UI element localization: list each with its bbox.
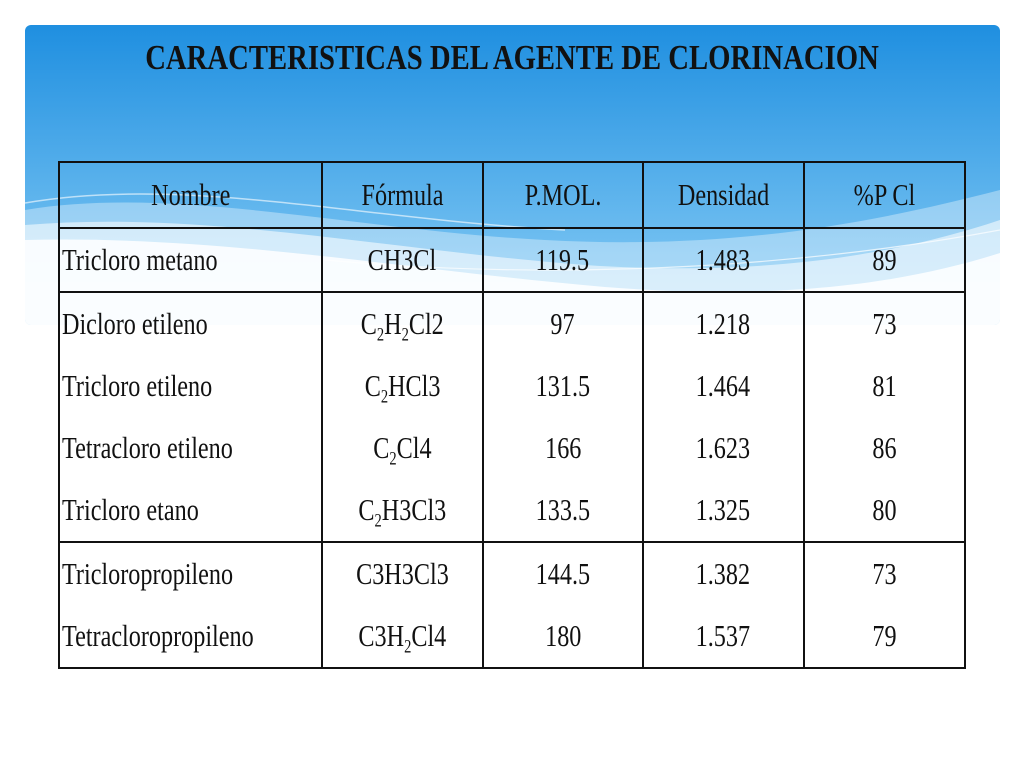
table-row: Tricloro etano C2H3Cl3 133.5 1.325 80 [58, 479, 967, 543]
header-formula: Fórmula [320, 161, 484, 229]
header-pcl: %P Cl [802, 161, 967, 229]
table-row: Dicloro etileno C2H2Cl2 97 1.218 73 [58, 292, 967, 355]
cell-densidad: 1.218 [642, 292, 805, 355]
cell-pmol: 180 [481, 605, 645, 669]
cell-pcl: 73 [802, 542, 967, 605]
page-title: CARACTERISTICAS DEL AGENTE DE CLORINACIO… [145, 38, 879, 77]
formula-segment: C [373, 430, 390, 465]
header-pmol: P.MOL. [481, 161, 645, 229]
cell-formula: C2H2Cl2 [320, 292, 484, 355]
table-row: Tricloro etileno C2HCl3 131.5 1.464 81 [58, 355, 967, 417]
formula-segment: C3H [358, 618, 404, 653]
formula-subscript: 2 [376, 324, 385, 346]
formula-segment: Cl4 [396, 430, 432, 465]
formula-text: C2H2Cl2 [360, 306, 444, 344]
cell-nombre: Tricloro metano [58, 228, 323, 293]
formula-segment: C [358, 492, 375, 527]
cell-nombre: Tricloro etileno [58, 355, 323, 417]
cell-nombre: Tricloropropileno [58, 542, 323, 605]
cell-pcl: 79 [802, 605, 967, 669]
cell-nombre: Tetracloro etileno [58, 417, 323, 479]
formula-segment: C [360, 306, 377, 341]
cell-densidad: 1.464 [642, 355, 805, 417]
formula-segment: C [364, 368, 381, 403]
cell-nombre: Dicloro etileno [58, 292, 323, 355]
cell-pmol: 144.5 [481, 542, 645, 605]
formula-text: C3H3Cl3 [356, 556, 449, 592]
cell-pmol: 133.5 [481, 479, 645, 543]
cell-pcl: 89 [802, 228, 967, 293]
cell-densidad: 1.325 [642, 479, 805, 543]
table-header-row: Nombre Fórmula P.MOL. Densidad %P Cl [58, 161, 967, 229]
cell-densidad: 1.623 [642, 417, 805, 479]
chlorination-agents-table: Nombre Fórmula P.MOL. Densidad %P Cl Tri… [58, 161, 967, 669]
cell-pcl: 86 [802, 417, 967, 479]
formula-segment: H3Cl3 [381, 492, 447, 527]
formula-subscript: 2 [389, 448, 397, 470]
formula-segment: C3H3Cl3 [355, 556, 449, 591]
formula-subscript: 2 [380, 386, 388, 408]
table-row: Tricloro metano CH3Cl 119.5 1.483 89 [58, 228, 967, 293]
header-nombre: Nombre [58, 161, 323, 229]
table-row: Tetracloropropileno C3H2Cl4 180 1.537 79 [58, 605, 967, 669]
cell-formula: C3H2Cl4 [320, 605, 484, 669]
table-row: Tricloropropileno C3H3Cl3 144.5 1.382 73 [58, 542, 967, 605]
cell-nombre: Tricloro etano [58, 479, 323, 543]
cell-densidad: 1.483 [642, 228, 805, 293]
formula-segment: Cl4 [411, 618, 447, 653]
cell-pcl: 80 [802, 479, 967, 543]
formula-subscript: 2 [401, 324, 409, 346]
cell-nombre: Tetracloropropileno [58, 605, 323, 669]
formula-text: CH3Cl [368, 242, 437, 278]
formula-text: C2H3Cl3 [358, 492, 447, 530]
cell-pmol: 119.5 [481, 228, 645, 293]
formula-segment: CH3Cl [367, 242, 437, 277]
cell-pmol: 131.5 [481, 355, 645, 417]
formula-segment: HCl3 [387, 368, 441, 403]
table-row: Tetracloro etileno C2Cl4 166 1.623 86 [58, 417, 967, 479]
cell-pmol: 97 [481, 292, 645, 355]
cell-pmol: 166 [481, 417, 645, 479]
formula-segment: H [384, 306, 402, 341]
cell-pcl: 81 [802, 355, 967, 417]
formula-text: C2HCl3 [364, 368, 441, 406]
formula-text: C3H2Cl4 [358, 618, 447, 656]
cell-formula: C2HCl3 [320, 355, 484, 417]
cell-pcl: 73 [802, 292, 967, 355]
header-densidad: Densidad [642, 161, 805, 229]
formula-subscript: 2 [374, 510, 382, 532]
cell-formula: C3H3Cl3 [320, 542, 484, 605]
formula-text: C2Cl4 [373, 430, 432, 468]
cell-formula: C2Cl4 [320, 417, 484, 479]
cell-densidad: 1.382 [642, 542, 805, 605]
cell-formula: C2H3Cl3 [320, 479, 484, 543]
cell-densidad: 1.537 [642, 605, 805, 669]
cell-formula: CH3Cl [320, 228, 484, 293]
formula-subscript: 2 [403, 636, 412, 658]
formula-segment: Cl2 [408, 306, 444, 341]
